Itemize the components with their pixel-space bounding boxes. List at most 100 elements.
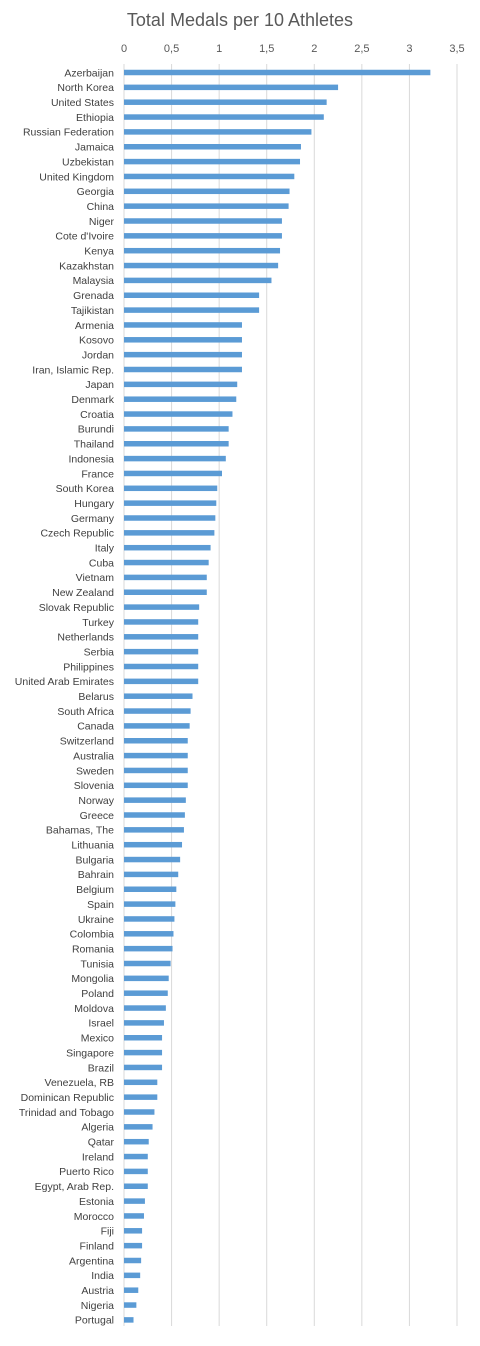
bar [124,1138,149,1145]
bar [124,1272,141,1279]
x-tick-label: 0 [121,43,127,55]
bar [124,752,188,759]
bar [124,975,169,982]
category-label: Vietnam [76,572,115,584]
bar [124,173,295,180]
bar [124,99,327,105]
bar [124,396,237,402]
category-label: Armenia [75,320,114,332]
category-label: Morocco [74,1211,114,1223]
bar [124,292,260,298]
category-label: Malaysia [73,275,115,287]
x-tick-label: 3,5 [449,43,464,55]
bar [124,990,168,996]
category-label: Cuba [89,557,114,569]
category-label: Niger [89,216,115,228]
bar [124,797,186,803]
category-label: Cote d'Ivoire [55,231,114,243]
bar [124,693,193,699]
bar [124,1183,148,1189]
bar [124,871,179,878]
category-label: Kosovo [79,335,114,347]
bar [124,1035,163,1041]
x-tick-label: 3 [406,43,412,55]
bar [124,1317,134,1323]
bar [124,441,229,447]
category-label: United States [51,97,114,109]
category-label: Lithuania [71,840,114,852]
bar [124,218,282,224]
x-tick-label: 2 [311,43,317,55]
bar [124,678,199,685]
bar [124,485,218,492]
category-label: Denmark [71,394,114,406]
bar [124,960,171,967]
category-label: Austria [81,1285,114,1297]
chart-title: Total Medals per 10 Athletes [126,10,354,30]
bar [124,901,176,907]
bar [124,1198,145,1204]
category-label: Slovak Republic [39,602,114,614]
bar [124,1153,148,1160]
category-label: Netherlands [57,632,114,644]
bar [124,1049,163,1056]
category-label: Bahrain [78,869,114,881]
category-label: Sweden [76,765,114,777]
category-label: South Africa [57,706,114,718]
bar [124,322,242,328]
bar [124,515,216,521]
category-label: Colombia [70,929,115,941]
category-label: Thailand [74,439,114,451]
bar [124,1213,144,1219]
category-label: Algeria [81,1122,114,1134]
bar [124,738,188,744]
category-label: Tajikistan [71,305,114,317]
category-label: Belgium [76,884,114,896]
category-label: Bulgaria [75,854,114,866]
category-label: Argentina [69,1255,114,1267]
category-label: Hungary [74,498,114,510]
bar [124,619,199,625]
bar [124,1020,164,1026]
bar [124,589,207,595]
bar [124,708,191,714]
bar [124,144,301,150]
category-label: Burundi [78,424,114,436]
category-label: Italy [95,543,115,555]
bar [124,1079,158,1086]
category-label: Greece [80,810,115,822]
bar [124,931,174,937]
bar [124,1124,153,1130]
category-label: Ireland [82,1151,114,1163]
category-label: Serbia [84,646,115,658]
category-label: United Kingdom [39,171,114,183]
x-tick-label: 0,5 [164,43,179,55]
category-label: Georgia [77,186,115,198]
category-label: Indonesia [68,453,114,465]
category-label: Belarus [78,691,114,703]
bar [124,411,233,417]
category-label: Canada [77,721,114,733]
category-label: Kenya [84,246,114,258]
category-label: Grenada [73,290,114,302]
category-label: Tunisia [81,958,115,970]
category-label: Japan [85,379,114,391]
category-label: Qatar [88,1137,115,1149]
bar [124,886,177,892]
category-label: Slovenia [74,780,114,792]
category-label: Estonia [79,1196,114,1208]
bar [124,129,312,135]
bar [124,351,242,358]
category-label: North Korea [57,82,114,94]
bar [124,500,217,506]
bar [124,69,431,76]
category-label: Nigeria [81,1300,114,1312]
category-label: Kazakhstan [59,260,114,272]
bar [124,1168,148,1175]
category-label: Brazil [88,1062,114,1074]
category-label: Romania [72,943,114,955]
bar [124,337,242,343]
bar [124,812,185,818]
category-label: Dominican Republic [21,1092,114,1104]
